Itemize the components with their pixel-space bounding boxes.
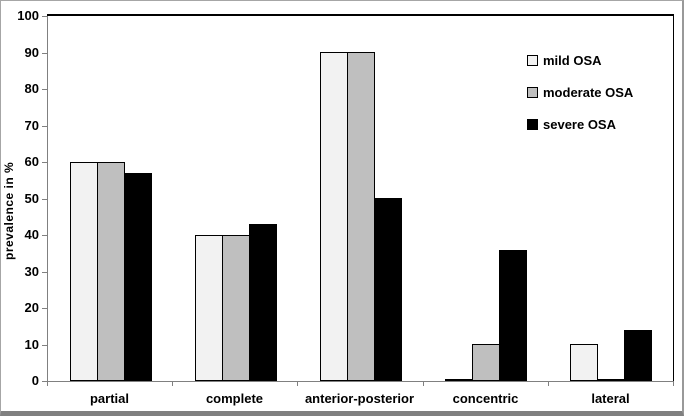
- x-category-label-lateral: lateral: [591, 391, 630, 406]
- legend-item-mild-OSA: mild OSA: [527, 53, 633, 68]
- x-tick-mark: [423, 382, 424, 386]
- bar-group-lateral: [549, 16, 674, 381]
- legend-label: severe OSA: [543, 117, 616, 132]
- x-tick-mark: [172, 382, 173, 386]
- y-tick-label: 100: [17, 8, 39, 23]
- bar-severe-OSA-anterior-posterior: [373, 198, 402, 381]
- bar-moderate-OSA-complete: [221, 235, 250, 381]
- y-tick-label: 50: [24, 191, 39, 206]
- y-tick-label: 90: [24, 45, 39, 60]
- plot-area: [48, 16, 674, 381]
- y-tick-mark: [42, 272, 47, 273]
- y-tick-label: 70: [24, 118, 39, 133]
- y-tick-mark: [42, 16, 47, 17]
- legend-item-severe-OSA: severe OSA: [527, 117, 633, 132]
- y-tick-mark: [42, 126, 47, 127]
- y-tick-mark: [42, 53, 47, 54]
- legend-item-moderate-OSA: moderate OSA: [527, 85, 634, 100]
- y-tick-mark: [42, 199, 47, 200]
- bar-mild-OSA-complete: [194, 235, 223, 381]
- legend-swatch-icon: [527, 55, 538, 66]
- y-tick-mark: [42, 308, 47, 309]
- y-tick-mark: [42, 162, 47, 163]
- bar-group-partial: [48, 16, 173, 381]
- y-tick-mark: [42, 381, 47, 382]
- y-tick-label: 10: [24, 337, 39, 352]
- x-tick-mark: [548, 382, 549, 386]
- bar-moderate-OSA-anterior-posterior: [346, 52, 375, 381]
- bar-moderate-OSA-lateral: [597, 379, 626, 381]
- legend-label: moderate OSA: [543, 85, 634, 100]
- y-axis-line: [47, 16, 48, 386]
- legend-swatch-icon: [527, 87, 538, 98]
- bar-mild-OSA-concentric: [445, 379, 474, 381]
- legend-label: mild OSA: [543, 53, 602, 68]
- y-tick-mark: [42, 235, 47, 236]
- plot-top-border: [47, 14, 674, 16]
- y-tick-label: 60: [24, 154, 39, 169]
- bar-severe-OSA-lateral: [624, 330, 653, 381]
- bar-moderate-OSA-concentric: [472, 344, 501, 381]
- x-tick-mark: [297, 382, 298, 386]
- y-tick-label: 30: [24, 264, 39, 279]
- bar-mild-OSA-lateral: [570, 344, 599, 381]
- x-category-label-partial: partial: [89, 391, 129, 406]
- y-tick-label: 20: [24, 300, 39, 315]
- legend: mild OSA moderate OSA severe OSA: [527, 53, 634, 132]
- bar-group-complete: [173, 16, 298, 381]
- x-category-label-concentric: concentric: [452, 391, 519, 406]
- x-tick-mark: [673, 382, 674, 386]
- bar-mild-OSA-anterior-posterior: [319, 52, 348, 381]
- x-category-label-anterior-posterior: anterior-posterior: [304, 391, 415, 406]
- x-axis-line: [47, 381, 674, 382]
- legend-swatch-icon: [527, 119, 538, 130]
- x-tick-mark: [47, 382, 48, 386]
- y-tick-label: 40: [24, 227, 39, 242]
- y-axis-title: prevalence in %: [2, 161, 16, 261]
- y-tick-label: 0: [31, 373, 39, 388]
- y-tick-label: 80: [24, 81, 39, 96]
- y-tick-mark: [42, 345, 47, 346]
- bar-severe-OSA-concentric: [499, 250, 528, 381]
- y-tick-mark: [42, 89, 47, 90]
- plot-right-border: [673, 14, 674, 382]
- bar-group-anterior-posterior: [298, 16, 423, 381]
- bar-severe-OSA-partial: [123, 173, 152, 381]
- bar-group-concentric: [424, 16, 549, 381]
- x-category-label-complete: complete: [205, 391, 264, 406]
- bar-mild-OSA-partial: [69, 162, 98, 381]
- bar-moderate-OSA-partial: [96, 162, 125, 381]
- bar-severe-OSA-complete: [248, 224, 277, 381]
